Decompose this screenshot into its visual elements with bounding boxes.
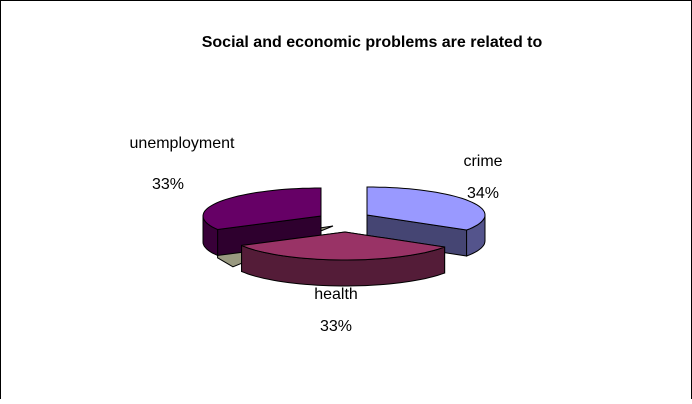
pie-label-crime: crime: [463, 153, 502, 170]
pie-slice-unemployment: [202, 187, 322, 231]
pie-labels: crime 34% health 33% unemployment 33%: [130, 135, 503, 335]
pie-label-health: health: [314, 286, 358, 303]
pie-value-health: 33%: [320, 318, 352, 335]
pie-slice-health: [241, 231, 445, 261]
pie-value-unemployment: 33%: [152, 176, 184, 193]
pie-tops: [202, 186, 486, 261]
pie-value-crime: 34%: [467, 185, 499, 202]
pie-slice-crime: [366, 186, 486, 231]
pie-label-unemployment: unemployment: [130, 135, 236, 152]
chart-title: Social and economic problems are related…: [202, 34, 543, 51]
